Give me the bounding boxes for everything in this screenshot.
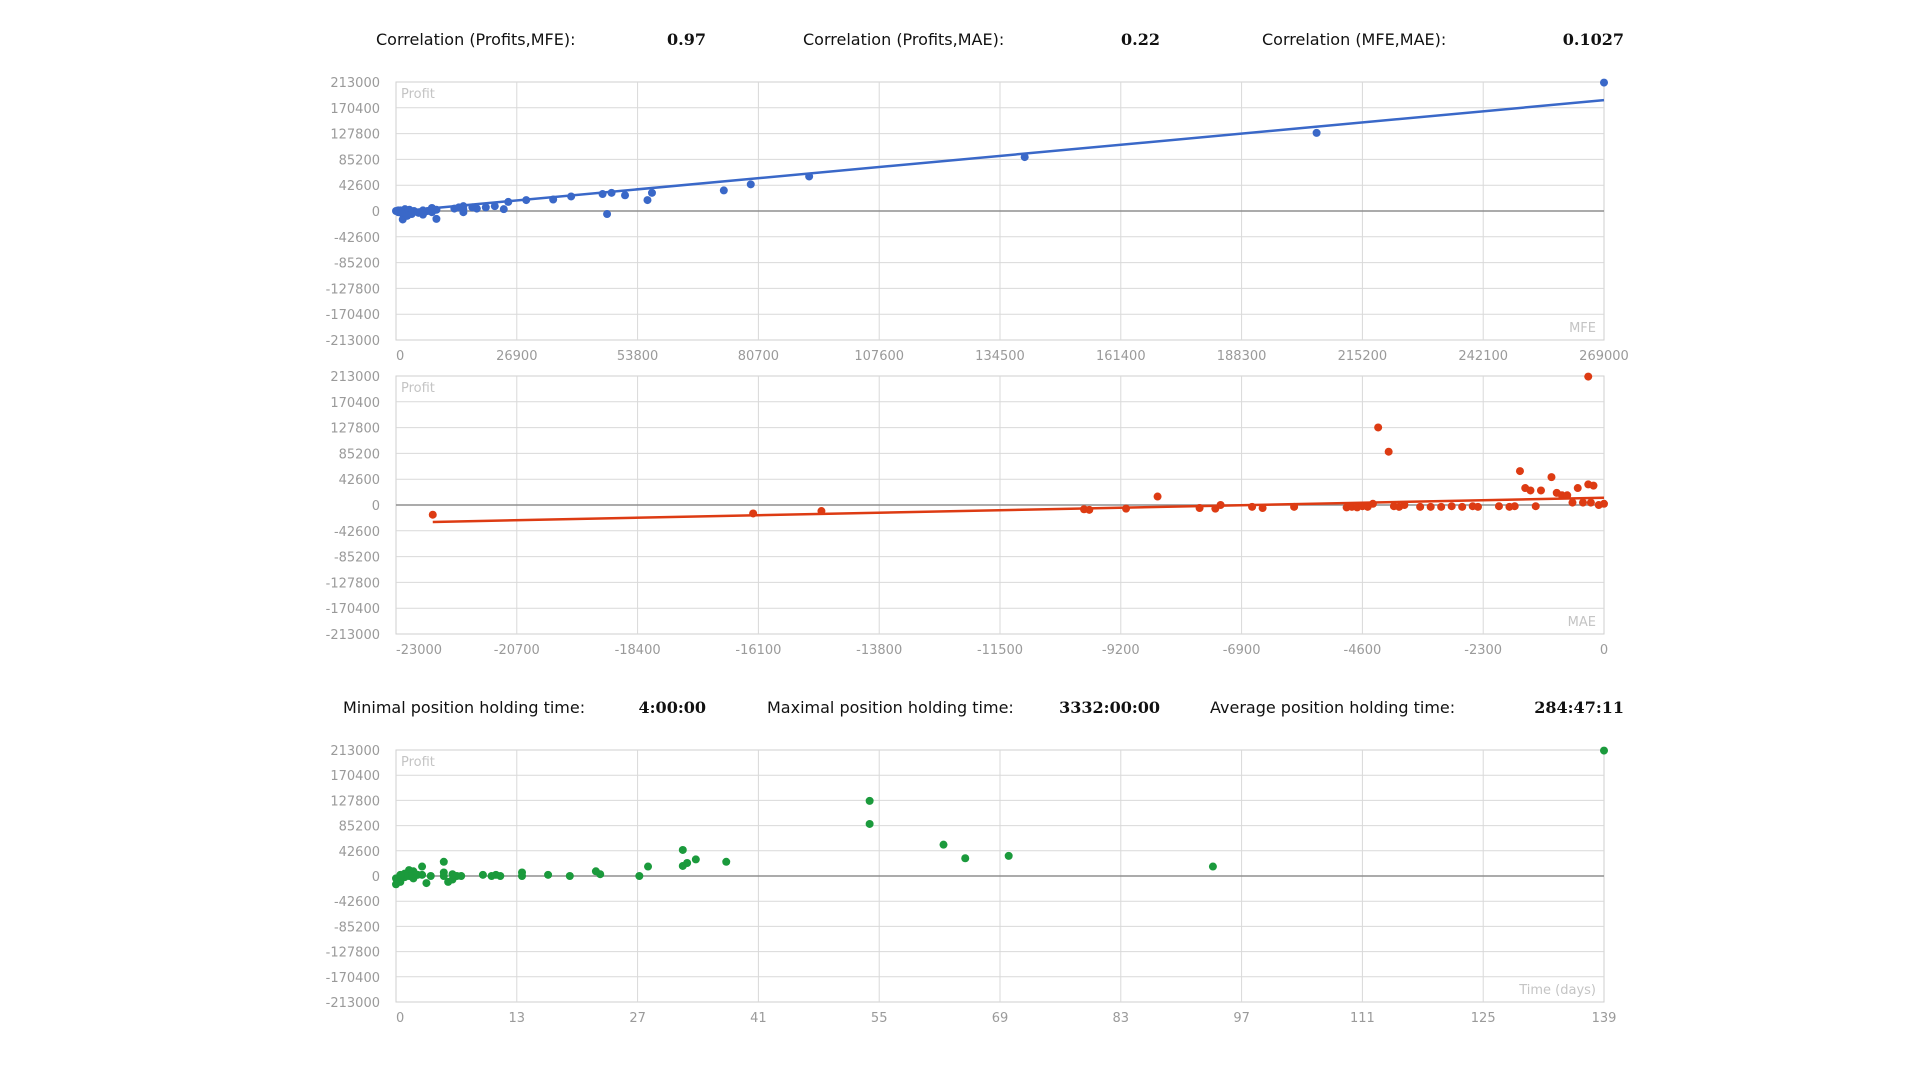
correlation-mfe-mae-label: Correlation (MFE,MAE): xyxy=(1262,30,1447,49)
data-point xyxy=(522,196,531,205)
data-point xyxy=(746,180,755,189)
data-point xyxy=(504,197,513,206)
data-point xyxy=(499,205,508,214)
x-tick-label: 242100 xyxy=(1458,349,1508,364)
y-tick-label: 85200 xyxy=(339,153,380,168)
data-point xyxy=(549,195,558,204)
data-point xyxy=(1312,128,1321,137)
x-tick-label: 161400 xyxy=(1096,349,1146,364)
x-tick-label: 188300 xyxy=(1217,349,1267,364)
y-tick-label: 42600 xyxy=(339,179,380,194)
data-point xyxy=(603,210,612,219)
data-point xyxy=(468,203,477,212)
x-tick-label: 26900 xyxy=(496,349,537,364)
data-point xyxy=(432,214,441,223)
data-point xyxy=(647,188,656,197)
data-point xyxy=(567,192,576,201)
data-point xyxy=(1020,153,1029,162)
data-point xyxy=(805,172,814,181)
x-tick-label: 107600 xyxy=(854,349,904,364)
y-tick-label: 170400 xyxy=(330,102,380,117)
min-holding-time-value: 4:00:00 xyxy=(638,698,706,717)
correlation-profits-mae-value: 0.22 xyxy=(1121,30,1160,49)
y-tick-label: -85200 xyxy=(334,257,380,272)
y-tick-label: -170400 xyxy=(326,308,380,323)
data-point xyxy=(407,210,416,219)
correlation-stats-row: Correlation (Profits,MFE): 0.97 Correlat… xyxy=(0,28,1920,58)
avg-holding-time-label: Average position holding time: xyxy=(1210,698,1456,717)
data-point xyxy=(490,202,499,211)
data-point xyxy=(481,203,490,212)
y-axis-label: Profit xyxy=(401,87,435,102)
y-tick-label: 127800 xyxy=(330,128,380,143)
correlation-mfe-mae-value: 0.1027 xyxy=(1562,30,1624,49)
max-holding-time-label: Maximal position holding time: xyxy=(767,698,1014,717)
y-tick-label: 0 xyxy=(372,205,380,220)
x-tick-label: 0 xyxy=(396,349,404,364)
data-point xyxy=(607,188,616,197)
holding-time-stats-row: Minimal position holding time: 4:00:00 M… xyxy=(0,696,1920,726)
x-tick-label: 269000 xyxy=(1579,349,1629,364)
x-tick-label: 215200 xyxy=(1338,349,1388,364)
y-tick-label: -42600 xyxy=(334,231,380,246)
data-point xyxy=(397,208,406,217)
x-axis-label: MFE xyxy=(1569,321,1596,336)
y-tick-label: 213000 xyxy=(330,76,380,91)
avg-holding-time-value: 284:47:11 xyxy=(1534,698,1624,717)
x-tick-label: 134500 xyxy=(975,349,1025,364)
min-holding-time-label: Minimal position holding time: xyxy=(343,698,586,717)
data-point xyxy=(719,186,728,195)
y-tick-label: -213000 xyxy=(326,334,380,349)
correlation-profits-mfe-value: 0.97 xyxy=(667,30,706,49)
y-tick-label: -127800 xyxy=(326,282,380,297)
data-point xyxy=(1600,78,1608,87)
correlation-profits-mae-label: Correlation (Profits,MAE): xyxy=(803,30,1005,49)
x-tick-label: 80700 xyxy=(738,349,779,364)
correlation-profits-mfe-label: Correlation (Profits,MFE): xyxy=(376,30,576,49)
x-tick-label: 53800 xyxy=(617,349,658,364)
data-point xyxy=(598,190,607,199)
data-point xyxy=(621,191,630,200)
data-point xyxy=(643,196,652,205)
max-holding-time-value: 3332:00:00 xyxy=(1059,698,1160,717)
trend-line xyxy=(395,98,1605,213)
data-point xyxy=(450,204,459,213)
